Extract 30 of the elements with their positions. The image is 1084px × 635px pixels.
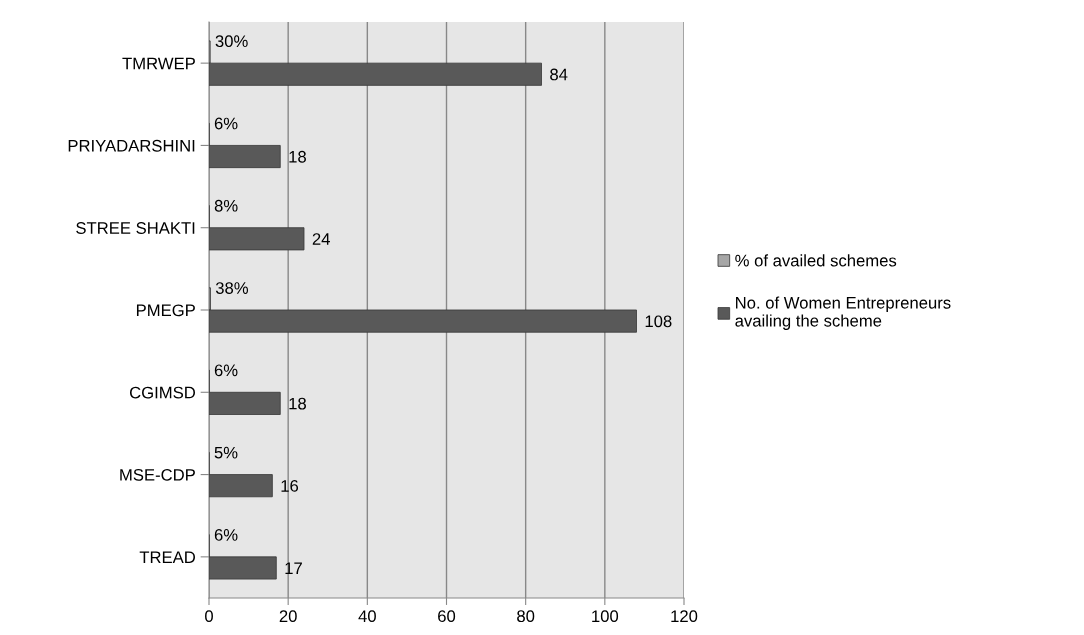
legend-label: No. of Women Entrepreneurs availing the scheme [735,296,951,330]
y-tick-label: STREE SHAKTI [76,222,195,234]
data-label: 5% [214,446,238,459]
x-tick-label: 60 [438,610,456,623]
data-label: 6% [214,117,238,130]
y-tick-label: TREAD [139,551,196,563]
y-tick-label: MSE-CDP [120,468,195,481]
data-label: 108 [645,315,672,328]
y-tick-label: PMEGP [136,304,195,317]
legend-label: % of availed schemes [735,254,897,267]
data-label: 8% [214,199,238,212]
data-label: 17 [285,562,302,574]
x-tick-label: 120 [671,610,698,623]
y-tick-label: TMRWEP [122,57,195,70]
y-tick-label: CGIMSD [129,386,196,399]
y-tick-label: PRIYADARSHINI [68,139,195,152]
data-label: 6% [214,364,238,377]
x-tick-label: 80 [517,610,535,623]
data-label: 18 [289,397,306,410]
x-tick-label: 0 [205,610,213,623]
data-label: 38% [215,282,249,294]
data-label: 18 [289,150,306,163]
data-label: 24 [312,233,330,245]
data-label: 84 [550,68,568,81]
x-tick-label: 100 [592,610,619,623]
data-label: 30% [215,35,248,48]
x-tick-label: 40 [358,610,376,623]
x-tick-label: 20 [279,610,297,623]
data-label: 6% [214,529,238,541]
data-label: 16 [281,480,299,492]
